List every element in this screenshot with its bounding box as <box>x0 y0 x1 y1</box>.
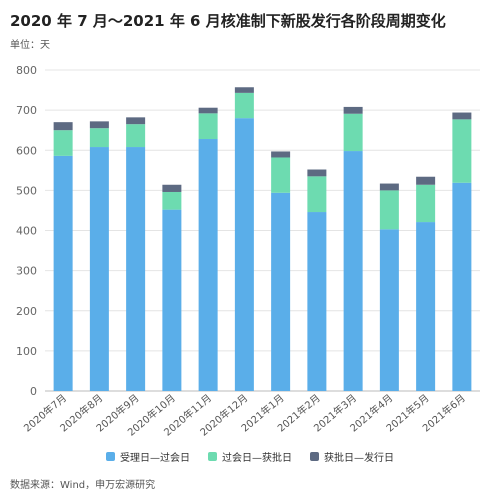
bar-segment-accept-to-approval <box>53 155 73 391</box>
source-note: 数据来源：Wind，申万宏源研究 <box>10 480 156 491</box>
legend-item-registration-to-issuance: 获批日—发行日 <box>310 449 394 464</box>
legend-label-approval-to-registration: 过会日—获批日 <box>222 453 292 464</box>
y-tick-label: 200 <box>16 305 37 318</box>
bar-segment-registration-to-issuance <box>379 183 399 191</box>
bar-segment-approval-to-registration <box>198 113 218 140</box>
y-tick-label: 500 <box>16 184 37 197</box>
bar-segment-accept-to-approval <box>271 192 291 391</box>
chart-title: 2020 年 7 月～2021 年 6 月核准制下新股发行各阶段周期变化 <box>10 12 446 30</box>
bar-segment-approval-to-registration <box>271 157 291 193</box>
bar-segment-accept-to-approval <box>234 118 254 392</box>
legend-swatch-accept-to-approval <box>106 452 115 461</box>
bar-segment-registration-to-issuance <box>126 117 146 125</box>
bar-segment-accept-to-approval <box>126 147 146 391</box>
bar-segment-accept-to-approval <box>379 229 399 391</box>
bar-segment-approval-to-registration <box>379 190 399 230</box>
legend-label-registration-to-issuance: 获批日—发行日 <box>324 453 394 464</box>
legend-swatch-approval-to-registration <box>208 452 217 461</box>
bar-segment-approval-to-registration <box>343 113 363 152</box>
y-tick-label: 100 <box>16 345 37 358</box>
y-tick-label: 300 <box>16 265 37 278</box>
bar-segment-registration-to-issuance <box>271 151 291 158</box>
y-tick-label: 400 <box>16 225 37 238</box>
bar-segment-registration-to-issuance <box>198 107 218 114</box>
y-tick-label: 800 <box>16 64 37 77</box>
bar-segment-accept-to-approval <box>416 222 436 391</box>
bar-segment-accept-to-approval <box>343 151 363 391</box>
bar-segment-registration-to-issuance <box>307 169 327 177</box>
legend-item-accept-to-approval: 受理日—过会日 <box>106 449 190 464</box>
bar-segment-registration-to-issuance <box>162 184 182 192</box>
bar-segment-registration-to-issuance <box>343 106 363 114</box>
legend-label-accept-to-approval: 受理日—过会日 <box>120 453 190 464</box>
bar-segment-accept-to-approval <box>452 182 472 391</box>
bar-segment-approval-to-registration <box>162 191 182 210</box>
y-tick-label: 600 <box>16 144 37 157</box>
bar-segment-approval-to-registration <box>452 119 472 183</box>
bar-segment-registration-to-issuance <box>53 122 73 131</box>
bar-segment-accept-to-approval <box>162 209 182 391</box>
bar-segment-registration-to-issuance <box>234 87 254 93</box>
bar-segment-approval-to-registration <box>89 128 109 148</box>
bar-segment-approval-to-registration <box>126 124 146 148</box>
bar-segment-registration-to-issuance <box>452 112 472 120</box>
legend-swatch-registration-to-issuance <box>310 452 319 461</box>
bar-segment-approval-to-registration <box>53 130 73 156</box>
y-tick-label: 700 <box>16 104 37 117</box>
bar-segment-registration-to-issuance <box>89 121 109 129</box>
unit-label: 单位：天 <box>10 40 50 51</box>
bar-segment-accept-to-approval <box>307 212 327 391</box>
bar-segment-approval-to-registration <box>416 184 436 223</box>
y-tick-label: 0 <box>30 385 37 398</box>
chart-legend: 受理日—过会日 过会日—获批日 获批日—发行日 <box>0 449 500 464</box>
bar-segment-approval-to-registration <box>234 92 254 119</box>
bar-segment-approval-to-registration <box>307 176 327 213</box>
legend-item-approval-to-registration: 过会日—获批日 <box>208 449 292 464</box>
bar-segment-registration-to-issuance <box>416 176 436 185</box>
bar-segment-accept-to-approval <box>198 139 218 391</box>
bar-segment-accept-to-approval <box>89 147 109 391</box>
